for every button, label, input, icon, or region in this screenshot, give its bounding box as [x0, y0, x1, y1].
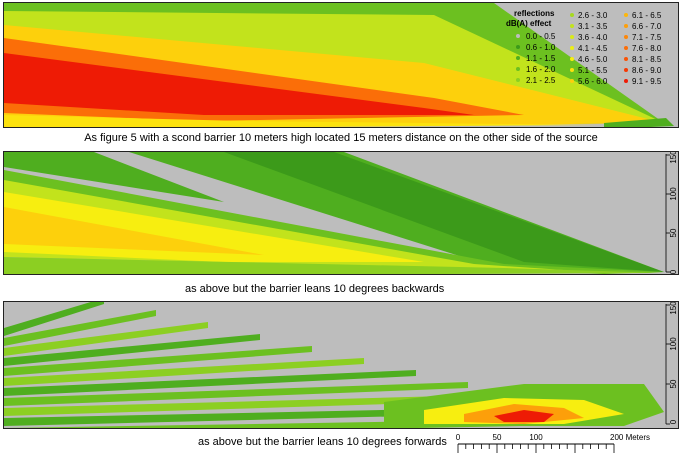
legend-swatch: [516, 34, 520, 38]
legend-swatch: [624, 35, 628, 39]
y-axis: 0 50 100 150: [665, 302, 678, 425]
scale-label-200: 200 Meters: [610, 433, 650, 442]
reflection-stripe: [4, 370, 416, 396]
legend-label: 0.6 - 1.0: [526, 43, 556, 52]
y-tick-100: 100: [669, 337, 678, 351]
legend-label: 3.1 - 3.5: [578, 22, 608, 31]
legend-label: 2.6 - 3.0: [578, 11, 608, 20]
y-tick-150: 150: [669, 152, 678, 164]
reflection-stripe: [4, 358, 364, 386]
legend-swatch: [516, 45, 520, 49]
y-axis: 0 50 100 150: [665, 152, 678, 274]
legend-swatch: [570, 35, 574, 39]
legend-swatch: [624, 57, 628, 61]
legend-swatch: [570, 79, 574, 83]
reflection-stripe: [4, 346, 312, 376]
legend-label: 6.6 - 7.0: [632, 22, 662, 31]
caption-panel-2: as above but the barrier leans 10 degree…: [185, 283, 445, 295]
legend-swatch: [570, 68, 574, 72]
legend-label: 0.0 - 0.5: [526, 32, 556, 41]
legend-swatch: [570, 46, 574, 50]
legend-label: 4.6 - 5.0: [578, 55, 608, 64]
reflection-stripe: [4, 310, 156, 346]
effect-zone-top-strip: [4, 152, 224, 202]
legend-label: 8.1 - 8.5: [632, 55, 662, 64]
legend-swatch: [570, 57, 574, 61]
legend-label: 7.6 - 8.0: [632, 44, 662, 53]
caption-panel-3: as above but the barrier leans 10 degree…: [198, 436, 447, 448]
panel-2-graphic: 0 50 100 150: [4, 152, 678, 274]
effect-zone-bottom: [4, 115, 604, 127]
effect-zone-bottom: [4, 257, 664, 274]
panel-1-graphic: reflections dB(A) effect 0.0 - 0.5 0.6 - …: [4, 3, 678, 127]
scale-label-100: 100: [529, 433, 543, 442]
legend-label: 3.6 - 4.0: [578, 33, 608, 42]
legend-label: 8.6 - 9.0: [632, 66, 662, 75]
y-tick-50: 50: [669, 379, 678, 388]
scale-bar: 0 50 100 200 Meters: [456, 433, 650, 453]
legend-swatch: [516, 56, 520, 60]
map-panel-2: 0 50 100 150: [3, 151, 679, 275]
map-panel-1: reflections dB(A) effect 0.0 - 0.5 0.6 - …: [3, 2, 679, 128]
legend: reflections dB(A) effect 0.0 - 0.5 0.6 - …: [506, 9, 662, 86]
legend-swatch: [516, 67, 520, 71]
legend-swatch: [570, 13, 574, 17]
legend-swatch: [624, 13, 628, 17]
y-tick-100: 100: [669, 187, 678, 201]
legend-label: 2.1 - 2.5: [526, 76, 556, 85]
effect-zone-upper-core: [224, 152, 664, 272]
scale-label-0: 0: [456, 433, 461, 442]
reflection-stripe: [4, 334, 260, 366]
reflection-stripe: [4, 382, 468, 406]
legend-label: 1.1 - 1.5: [526, 54, 556, 63]
legend-swatch: [516, 78, 520, 82]
y-tick-150: 150: [669, 302, 678, 315]
reflection-stripe: [4, 394, 520, 416]
effect-zone-main-orange: [4, 207, 264, 255]
y-tick-0: 0: [669, 419, 678, 424]
reflection-stripe: [4, 322, 208, 356]
legend-label: 7.1 - 7.5: [632, 33, 662, 42]
legend-label: 4.1 - 4.5: [578, 44, 608, 53]
legend-swatch: [624, 46, 628, 50]
legend-label: 9.1 - 9.5: [632, 77, 662, 86]
legend-swatch: [624, 79, 628, 83]
scale-label-50: 50: [493, 433, 502, 442]
legend-label: 6.1 - 6.5: [632, 11, 662, 20]
legend-label: 5.6 - 6.0: [578, 77, 608, 86]
legend-label: 5.1 - 5.5: [578, 66, 608, 75]
y-tick-50: 50: [669, 228, 678, 237]
panel-3-graphic: 0 50 100 150: [4, 302, 678, 428]
legend-label: 1.6 - 2.0: [526, 65, 556, 74]
caption-panel-1: As figure 5 with a scond barrier 10 mete…: [84, 132, 598, 144]
map-panel-3: 0 50 100 150: [3, 301, 679, 429]
scale-ticks: [457, 444, 615, 453]
legend-swatch: [624, 68, 628, 72]
legend-swatch: [570, 24, 574, 28]
effect-zone-tip: [604, 118, 674, 127]
legend-title-1: reflections: [514, 9, 555, 18]
legend-swatch: [624, 24, 628, 28]
legend-title-2: dB(A) effect: [506, 19, 552, 28]
effect-zone-red: [4, 53, 474, 115]
reflection-stripe: [4, 302, 104, 336]
hotspot-red: [494, 410, 554, 422]
y-tick-0: 0: [669, 269, 678, 274]
